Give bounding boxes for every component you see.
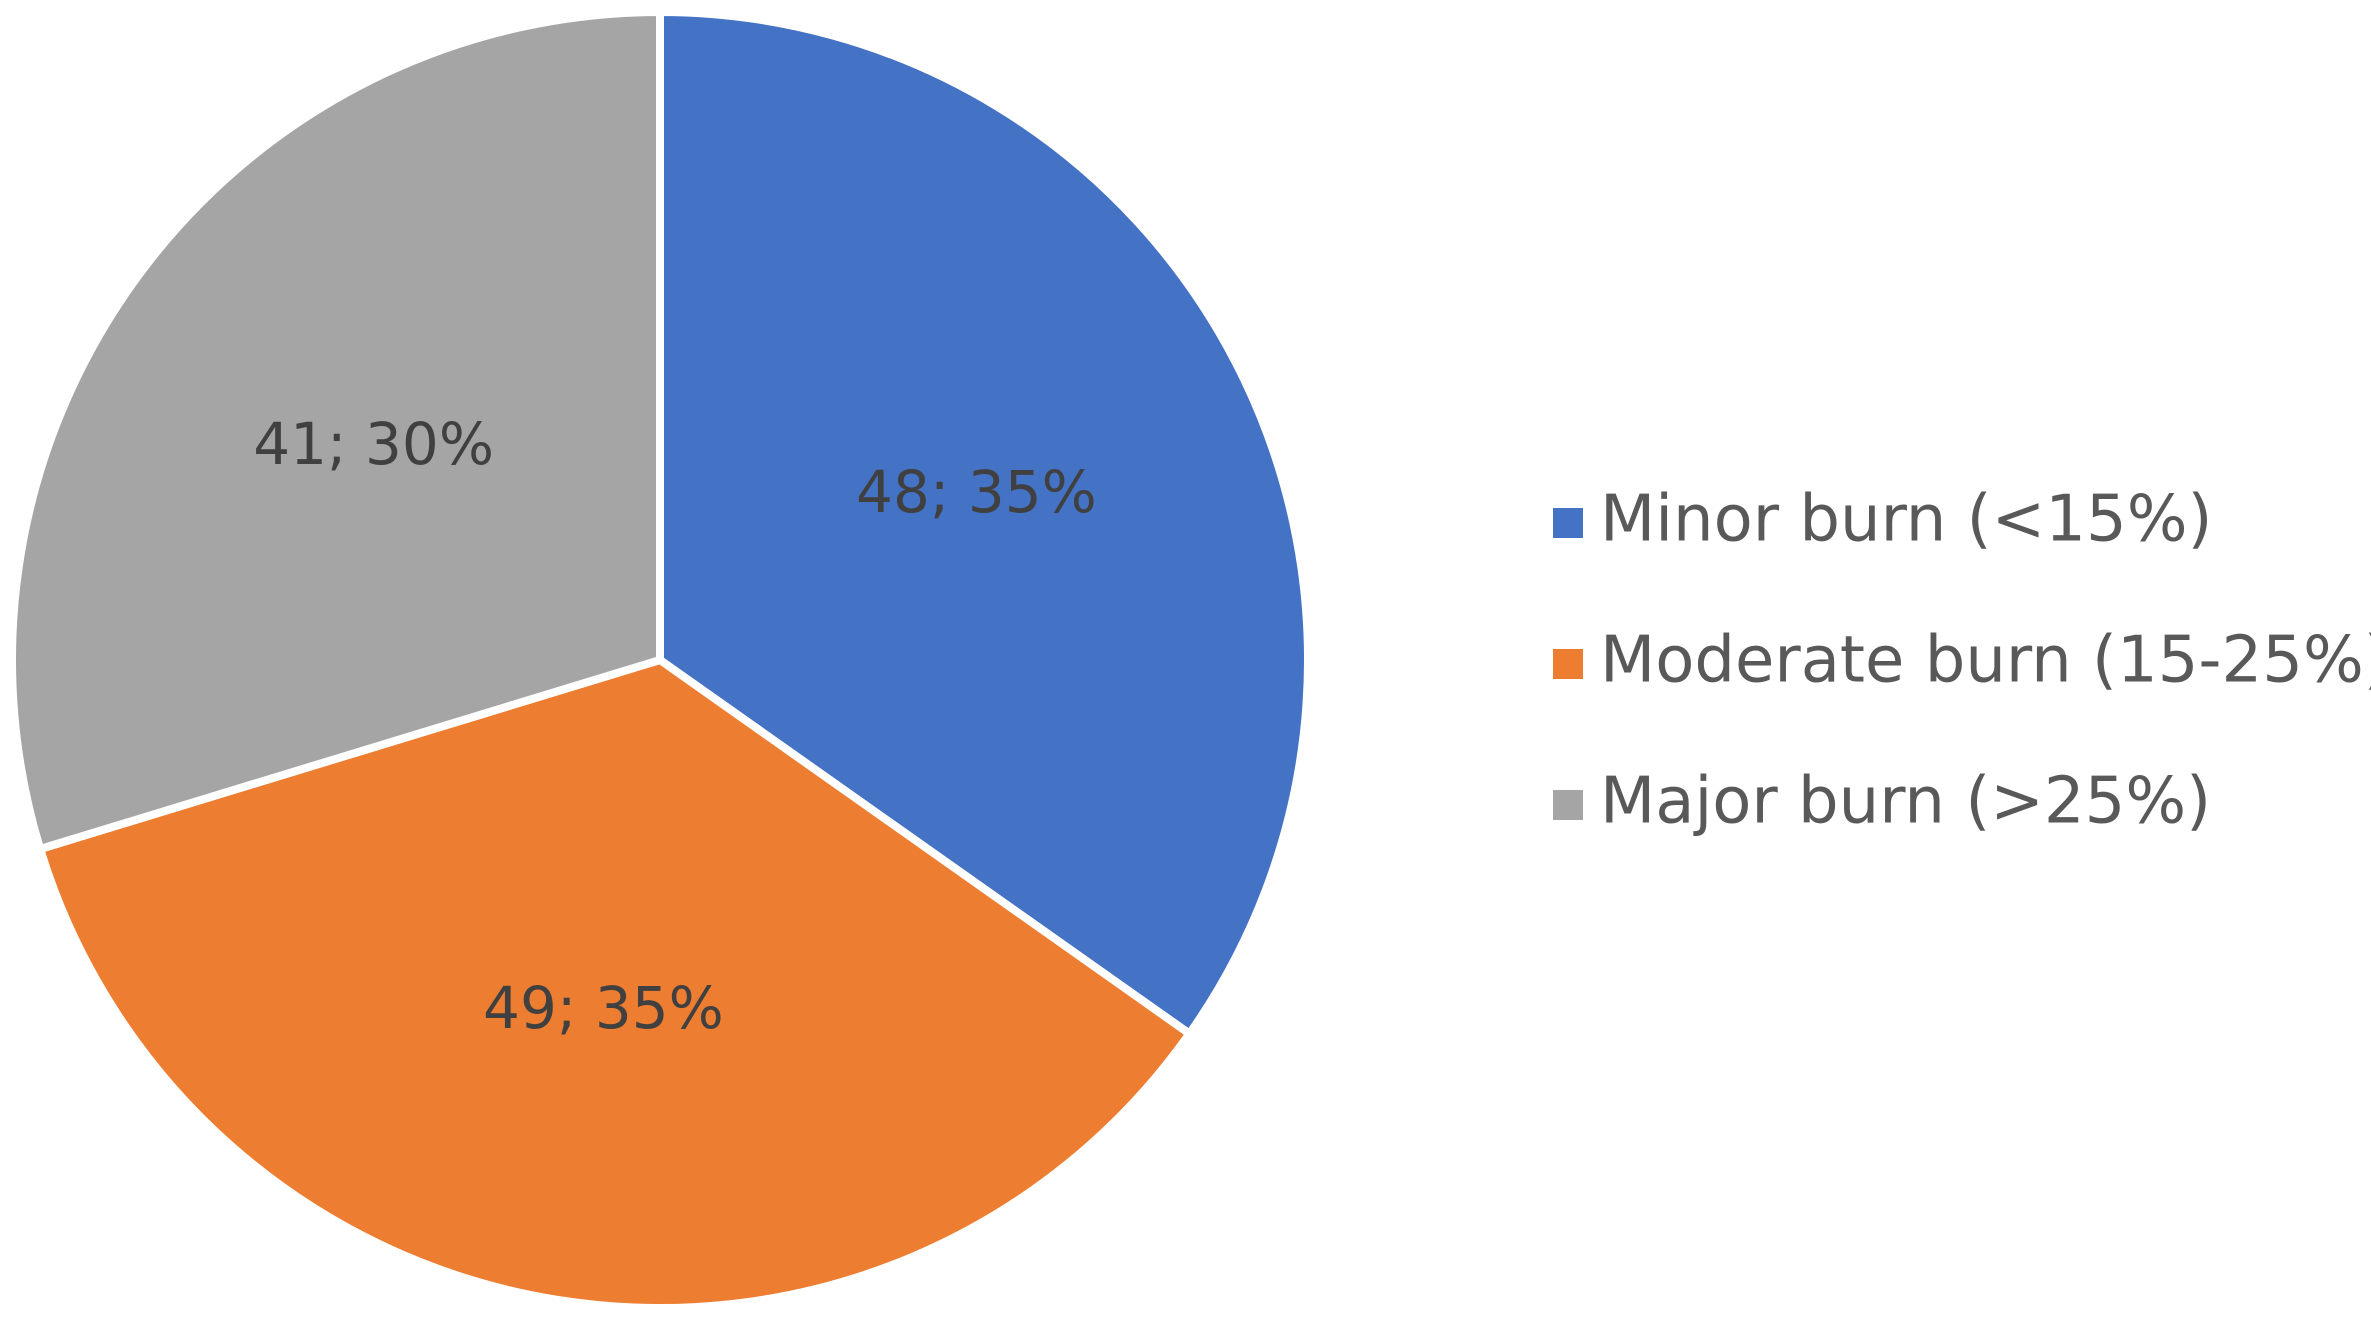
legend-label-major: Major burn (>25%) — [1600, 765, 2211, 839]
legend-swatch-major — [1553, 790, 1583, 820]
legend-label-moderate: Moderate burn (15-25%) — [1600, 624, 2371, 698]
legend-label-minor: Minor burn (<15%) — [1600, 483, 2212, 557]
slice-label-major: 41; 30% — [253, 410, 494, 478]
slice-label-moderate: 49; 35% — [483, 974, 724, 1042]
legend-swatch-moderate — [1553, 649, 1583, 679]
pie-slice-minor — [656, 8, 1312, 1038]
pie-slices — [8, 8, 1312, 1312]
legend-swatch-minor — [1553, 508, 1583, 538]
pie-slice-moderate — [36, 656, 1194, 1312]
slice-label-minor: 48; 35% — [856, 458, 1097, 526]
legend: Minor burn (<15%) Moderate burn (15-25%)… — [1553, 483, 2371, 839]
slice-labels: 48; 35% 49; 35% 41; 30% — [253, 410, 1097, 1042]
pie-slice-major — [8, 8, 664, 853]
